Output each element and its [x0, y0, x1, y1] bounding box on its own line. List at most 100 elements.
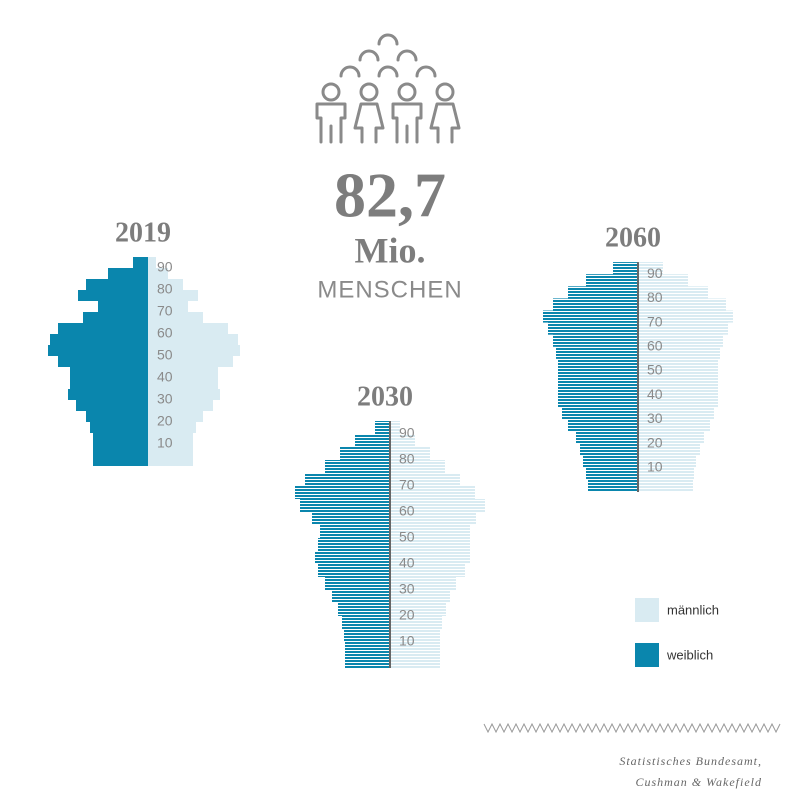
bar-female: [340, 447, 390, 460]
bar-female: [70, 378, 148, 389]
bar-male: [148, 455, 193, 466]
bar-female: [98, 301, 148, 312]
bar-male: [390, 460, 445, 473]
bar-male: [638, 479, 693, 492]
legend-swatch: [635, 598, 659, 622]
bar-male: [638, 262, 663, 275]
age-tick-label: 60: [157, 325, 173, 341]
bar-female: [553, 298, 638, 311]
bar-female: [553, 334, 638, 347]
bar-female: [48, 345, 148, 356]
bar-male: [148, 345, 240, 356]
age-tick-label: 40: [399, 555, 415, 571]
bar-male: [390, 512, 476, 525]
bar-female: [93, 444, 148, 455]
age-tick-label: 20: [647, 434, 663, 450]
bar-female: [90, 422, 148, 433]
headline-number: 82,7: [334, 160, 446, 231]
bar-male: [148, 422, 196, 433]
bar-male: [148, 268, 168, 279]
bar-male: [390, 538, 470, 551]
age-tick-label: 40: [647, 386, 663, 402]
legend-swatch: [635, 643, 659, 667]
bar-male: [148, 356, 233, 367]
bar-female: [68, 389, 148, 400]
bar-male: [390, 447, 430, 460]
bar-male: [390, 525, 470, 538]
panel-title: 2060: [605, 223, 661, 254]
bar-female: [295, 486, 390, 499]
age-tick-label: 20: [399, 607, 415, 623]
bar-male: [148, 389, 220, 400]
bar-male: [390, 473, 460, 486]
bar-female: [76, 400, 148, 411]
divider: [483, 722, 781, 734]
bar-female: [568, 286, 638, 299]
bar-female: [558, 383, 638, 396]
bar-male: [390, 421, 400, 434]
bar-male: [148, 433, 193, 444]
bar-female: [543, 310, 638, 323]
bar-female: [58, 356, 148, 367]
bar-male: [638, 274, 688, 287]
bar-male: [638, 395, 718, 408]
age-tick-label: 10: [157, 435, 173, 451]
age-tick-label: 50: [647, 362, 663, 378]
source-text: Statistisches Bundesamt,: [619, 754, 762, 768]
bar-female: [375, 421, 390, 434]
people-icon: [315, 33, 461, 144]
bar-female: [583, 455, 638, 468]
bar-male: [638, 322, 728, 335]
bar-male: [148, 367, 218, 378]
bar-male: [638, 334, 723, 347]
bar-female: [93, 433, 148, 444]
bar-male: [148, 312, 203, 323]
bar-male: [638, 371, 718, 384]
bar-male: [390, 616, 442, 629]
legend-label: weiblich: [666, 647, 713, 662]
bar-female: [588, 479, 638, 492]
age-tick-label: 80: [647, 289, 663, 305]
bar-male: [148, 444, 193, 455]
bar-female: [86, 411, 148, 422]
bar-male: [638, 431, 704, 444]
bar-female: [580, 443, 638, 456]
bar-female: [548, 322, 638, 335]
bar-male: [390, 486, 475, 499]
bar-male: [148, 334, 238, 345]
legend-label: männlich: [667, 602, 719, 617]
bar-female: [93, 455, 148, 466]
age-tick-label: 90: [399, 425, 415, 441]
age-tick-label: 70: [157, 303, 173, 319]
source-text: Cushman & Wakefield: [635, 775, 762, 789]
bar-female: [355, 434, 390, 447]
bar-female: [83, 312, 148, 323]
bar-female: [586, 467, 638, 480]
age-tick-label: 80: [157, 281, 173, 297]
age-tick-label: 10: [399, 633, 415, 649]
bar-male: [148, 279, 183, 290]
bar-male: [390, 642, 440, 655]
bar-male: [638, 407, 714, 420]
bar-female: [613, 262, 638, 275]
bar-female: [50, 334, 148, 345]
bar-female: [586, 274, 638, 287]
bar-male: [638, 419, 710, 432]
age-tick-label: 90: [157, 259, 173, 275]
bar-male: [390, 590, 450, 603]
bar-male: [390, 655, 440, 668]
bar-male: [638, 467, 694, 480]
bar-male: [390, 434, 415, 447]
bar-female: [325, 460, 390, 473]
bar-female: [318, 538, 390, 551]
bar-female: [305, 473, 390, 486]
bar-female: [108, 268, 148, 279]
bar-female: [312, 512, 390, 525]
bar-female: [568, 419, 638, 432]
bar-female: [576, 431, 638, 444]
headline-label: MENSCHEN: [317, 276, 462, 303]
bar-female: [342, 616, 390, 629]
bar-male: [638, 298, 726, 311]
age-tick-label: 40: [157, 369, 173, 385]
